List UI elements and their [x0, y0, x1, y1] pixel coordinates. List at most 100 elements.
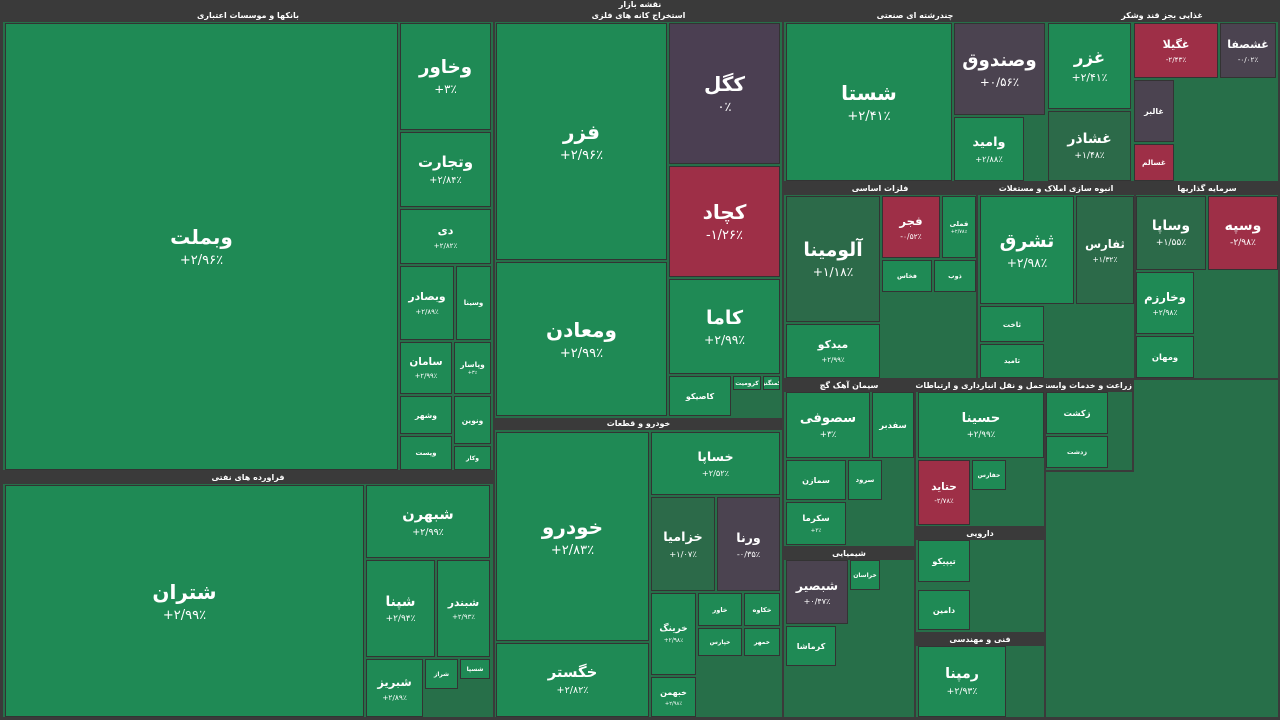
stock-name: رمپنا	[945, 666, 979, 682]
stock-tile[interactable]: شبندر +۲/۹۳٪	[437, 560, 490, 657]
stock-tile[interactable]: وامید +۲/۸۸٪	[954, 117, 1024, 181]
stock-name: دامین	[932, 605, 956, 615]
stock-tile[interactable]: ومعادن +۲/۹۹٪	[496, 262, 667, 416]
stock-tile[interactable]: فزر +۲/۹۶٪	[496, 23, 667, 260]
stock-tile[interactable]: کرماشا	[786, 626, 836, 666]
stock-tile[interactable]: وسپه -۲/۹۸٪	[1208, 196, 1278, 270]
stock-change: -۱/۲۶٪	[705, 228, 743, 243]
stock-tile[interactable]: وپست	[400, 436, 452, 470]
stock-tile[interactable]: ثاخت	[980, 306, 1044, 342]
stock-tile[interactable]: دامین	[918, 590, 970, 630]
stock-tile[interactable]: ثشرق +۲/۹۸٪	[980, 196, 1074, 304]
stock-tile[interactable]: فخاس	[882, 260, 932, 292]
stock-tile[interactable]: خکاوه	[744, 593, 780, 626]
stock-tile[interactable]: زکشت	[1046, 392, 1108, 434]
stock-tile[interactable]: میدکو +۲/۹۹٪	[786, 324, 880, 378]
stock-tile[interactable]: خپارس	[698, 628, 742, 656]
stock-name: خپارس	[709, 638, 731, 646]
stock-tile[interactable]: تیپیکو	[918, 540, 970, 582]
stock-name: غگیلا	[1162, 37, 1190, 51]
stock-tile[interactable]: رمپنا +۲/۹۳٪	[918, 646, 1006, 717]
stock-tile[interactable]: غگیلا -۲/۴۳٪	[1134, 23, 1218, 78]
stock-tile[interactable]: ثفارس +۱/۳۲٪	[1076, 196, 1134, 304]
stock-tile[interactable]: ونوین	[454, 396, 491, 444]
stock-tile[interactable]: سفدبر	[872, 392, 914, 458]
stock-tile[interactable]: شبهرن +۲/۹۹٪	[366, 485, 490, 558]
stock-change: +۲/۵۲٪	[701, 468, 730, 478]
stock-name: کرماشا	[796, 641, 826, 651]
stock-tile[interactable]: ذوب	[934, 260, 976, 292]
stock-tile[interactable]: وبصادر +۲/۸۹٪	[400, 266, 454, 340]
stock-tile[interactable]: سامان +۲/۹۹٪	[400, 342, 452, 394]
stock-name: وخاور	[418, 57, 473, 78]
stock-tile[interactable]: وشهر	[400, 396, 452, 434]
stock-change: -۲/۷۸٪	[934, 496, 954, 505]
stock-tile[interactable]: شپنا +۲/۹۴٪	[366, 560, 435, 657]
stock-tile[interactable]: شسپا	[460, 659, 490, 679]
stock-tile[interactable]: غشاذر +۱/۴۸٪	[1048, 111, 1131, 181]
stock-change: +۳٪	[819, 429, 837, 440]
sector-title: فنی و مهندسی	[916, 634, 1044, 646]
stock-tile[interactable]: زدشت	[1046, 436, 1108, 468]
stock-name: کمنگنز	[764, 379, 779, 387]
stock-tile[interactable]: غسالم	[1134, 144, 1174, 181]
stock-tile[interactable]: وبملت +۲/۹۶٪	[5, 23, 398, 470]
stock-tile[interactable]: کچاد -۱/۲۶٪	[669, 166, 780, 277]
stock-tile[interactable]: شبصیر +۰/۴۷٪	[786, 560, 848, 624]
stock-tile[interactable]: وخاور +۳٪	[400, 23, 491, 130]
stock-tile[interactable]: سصوفی +۳٪	[786, 392, 870, 458]
stock-tile[interactable]: غزر +۲/۴۱٪	[1048, 23, 1131, 109]
stock-tile[interactable]: خساپا +۲/۵۲٪	[651, 432, 780, 495]
stock-tile[interactable]: وخارزم +۲/۹۸٪	[1136, 272, 1194, 334]
stock-tile[interactable]: خاور	[698, 593, 742, 626]
stock-tile[interactable]: آلومینا +۱/۱۸٪	[786, 196, 880, 322]
stock-tile[interactable]: وکار	[454, 446, 491, 470]
stock-tile[interactable]: شتران +۲/۹۹٪	[5, 485, 364, 717]
stock-tile[interactable]: وساپا +۱/۵۵٪	[1136, 196, 1206, 270]
stock-tile[interactable]: فجر -۰/۵۲٪	[882, 196, 940, 258]
stock-tile[interactable]: شبریز +۲/۸۹٪	[366, 659, 423, 717]
stock-tile[interactable]: خودرو +۲/۸۳٪	[496, 432, 649, 641]
stock-change: -۲/۹۸٪	[1230, 238, 1256, 248]
stock-tile[interactable]: غالبر	[1134, 80, 1174, 142]
stock-tile[interactable]: خگستر +۲/۸۲٪	[496, 643, 649, 717]
stock-tile[interactable]: شراز	[425, 659, 458, 689]
stock-tile[interactable]: ثامید	[980, 344, 1044, 378]
stock-tile[interactable]: سمازن	[786, 460, 846, 500]
stock-change: +۲/۸۲٪	[556, 685, 589, 696]
stock-tile[interactable]: کمنگنز	[763, 376, 780, 390]
stock-tile[interactable]: حسینا +۲/۹۹٪	[918, 392, 1044, 458]
stock-tile[interactable]: خراسان	[850, 560, 880, 590]
stock-tile[interactable]: وپاسار +۳٪	[454, 342, 491, 394]
stock-change: +۱/۵۵٪	[1155, 238, 1187, 248]
stock-tile[interactable]: کاصیکو	[669, 376, 731, 416]
stock-tile[interactable]: وصندوق +۰/۵۶٪	[954, 23, 1045, 115]
stock-name: حتاید	[931, 480, 957, 493]
stock-change: -۰/۵۲٪	[900, 231, 922, 241]
stock-tile[interactable]: خزامیا +۱/۰۷٪	[651, 497, 715, 591]
stock-name: غسالم	[1142, 158, 1166, 167]
stock-tile[interactable]: خرینگ +۲/۹۸٪	[651, 593, 696, 675]
stock-tile[interactable]: غشصفا -۰/۰۲٪	[1220, 23, 1276, 78]
stock-change: +۰/۵۶٪	[979, 74, 1020, 89]
stock-tile[interactable]: حتاید -۲/۷۸٪	[918, 460, 970, 525]
stock-tile[interactable]: خبهمن +۲/۹۸٪	[651, 677, 696, 717]
stock-tile[interactable]: خمهر	[744, 628, 780, 656]
stock-tile[interactable]: ومهان	[1136, 336, 1194, 378]
stock-tile[interactable]: دی +۲/۸۲٪	[400, 209, 491, 264]
stock-name: ومهان	[1151, 352, 1179, 362]
stock-tile[interactable]: شستا +۲/۴۱٪	[786, 23, 952, 181]
stock-tile[interactable]: حفارس	[972, 460, 1006, 490]
sector-title: سرمایه گذاریها	[1136, 183, 1278, 195]
stock-tile[interactable]: کاما +۲/۹۹٪	[669, 279, 780, 374]
stock-tile[interactable]: فملی +۲/۷۸٪	[942, 196, 976, 258]
stock-tile[interactable]: سرود	[848, 460, 882, 500]
stock-tile[interactable]: کرومیت	[733, 376, 761, 390]
stock-tile[interactable]: سکرما +۳٪	[786, 502, 846, 545]
stock-tile[interactable]: کگل ۰٪	[669, 23, 780, 164]
stock-tile[interactable]: ورنا -۰/۳۵٪	[717, 497, 780, 591]
stock-change: +۲/۹۸٪	[1006, 255, 1048, 270]
stock-tile[interactable]: وسینا	[456, 266, 491, 340]
stock-name: سفدبر	[879, 420, 907, 430]
stock-tile[interactable]: وتجارت +۲/۸۴٪	[400, 132, 491, 207]
